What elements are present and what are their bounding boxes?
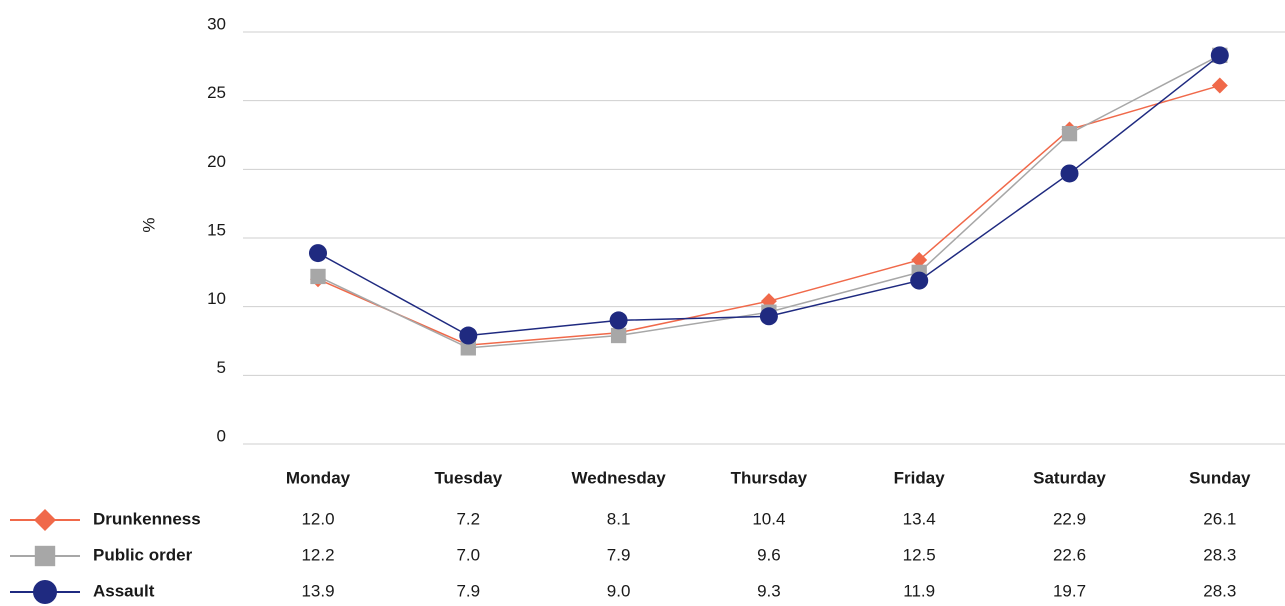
- x-tick-label: Saturday: [1033, 468, 1106, 487]
- table-value: 19.7: [1053, 581, 1086, 600]
- table-value: 26.1: [1203, 509, 1236, 528]
- data-point: [610, 327, 627, 344]
- data-point: [310, 268, 326, 285]
- x-tick-label: Monday: [286, 468, 351, 487]
- data-point: [459, 326, 478, 345]
- data-point: [910, 271, 929, 290]
- table-value: 12.2: [301, 545, 334, 564]
- table-value: 9.6: [757, 545, 781, 564]
- data-point: [1211, 77, 1228, 94]
- table-value: 11.9: [903, 581, 935, 600]
- legend-label: Drunkenness: [93, 509, 201, 528]
- y-tick-label: 30: [207, 14, 226, 33]
- legend-swatch: [34, 509, 56, 531]
- table-value: 12.5: [903, 545, 936, 564]
- legend-swatch: [33, 580, 57, 604]
- table-value: 9.3: [757, 581, 781, 600]
- legend-swatch: [34, 545, 56, 567]
- y-tick-label: 25: [207, 83, 226, 102]
- data-point: [759, 307, 778, 326]
- x-tick-label: Wednesday: [572, 468, 667, 487]
- data-point: [460, 340, 476, 356]
- data-point: [911, 251, 928, 268]
- table-value: 9.0: [607, 581, 631, 600]
- x-tick-label: Tuesday: [434, 468, 502, 487]
- x-tick-label: Friday: [894, 468, 946, 487]
- table-value: 28.3: [1203, 581, 1236, 600]
- table-value: 7.2: [456, 509, 480, 528]
- data-point: [1061, 125, 1078, 142]
- y-tick-label: 0: [217, 426, 226, 445]
- legend-label: Public order: [93, 545, 193, 564]
- y-tick-label: 15: [207, 220, 226, 239]
- table-value: 28.3: [1203, 545, 1236, 564]
- table-value: 7.0: [456, 545, 480, 564]
- data-point: [1060, 164, 1079, 183]
- y-tick-label: 5: [217, 358, 226, 377]
- table-value: 22.6: [1053, 545, 1086, 564]
- x-tick-label: Thursday: [731, 468, 808, 487]
- table-value: 7.9: [456, 581, 480, 600]
- table-value: 13.4: [903, 509, 936, 528]
- data-point: [309, 244, 327, 263]
- data-point: [1210, 46, 1229, 65]
- legend-label: Assault: [93, 581, 155, 600]
- x-tick-label: Sunday: [1189, 468, 1251, 487]
- table-value: 7.9: [607, 545, 631, 564]
- data-point: [609, 311, 628, 330]
- table-value: 8.1: [607, 509, 631, 528]
- y-tick-label: 20: [207, 152, 226, 171]
- y-axis-title: %: [139, 217, 158, 232]
- y-tick-label: 10: [207, 289, 226, 308]
- table-value: 12.0: [301, 509, 334, 528]
- table-value: 13.9: [301, 581, 334, 600]
- table-value: 22.9: [1053, 509, 1086, 528]
- table-value: 10.4: [752, 509, 785, 528]
